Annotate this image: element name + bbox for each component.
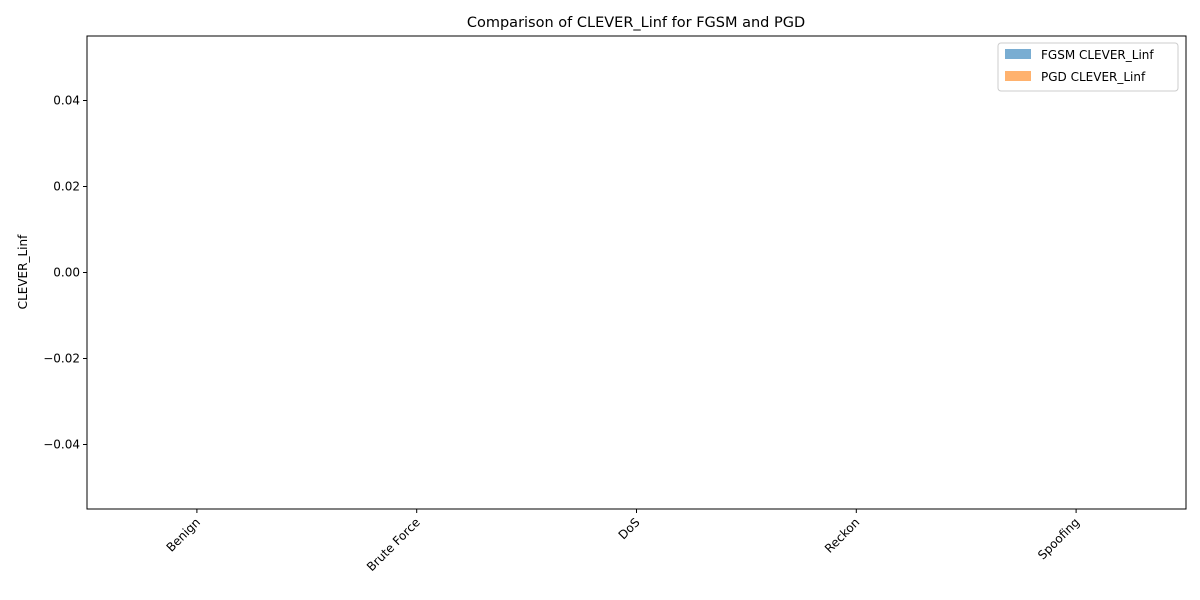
y-tick-label: 0.04	[53, 94, 80, 108]
y-axis-label: CLEVER_Linf	[16, 234, 30, 309]
y-tick-label: 0.02	[53, 180, 80, 194]
y-tick-label: 0.00	[53, 266, 80, 280]
chart-title: Comparison of CLEVER_Linf for FGSM and P…	[467, 15, 805, 31]
y-tick-label: −0.04	[43, 438, 80, 452]
x-tick-label: Reckon	[822, 515, 862, 555]
x-tick-label: Benign	[164, 515, 203, 554]
legend: FGSM CLEVER_Linf PGD CLEVER_Linf	[997, 42, 1179, 92]
legend-swatch-pgd	[1005, 71, 1031, 81]
plot-area	[86, 35, 1187, 510]
legend-box	[997, 42, 1179, 92]
x-tick-label: Spoofing	[1035, 515, 1082, 562]
x-tick-label: Brute Force	[364, 515, 423, 574]
x-axis: Benign Brute Force DoS Reckon Spoofing	[164, 509, 1082, 574]
y-axis: −0.04 −0.02 0.00 0.02 0.04	[43, 94, 87, 452]
x-tick-label: DoS	[616, 515, 643, 542]
legend-swatch-fgsm	[1005, 49, 1031, 59]
y-tick-label: −0.02	[43, 352, 80, 366]
legend-label-fgsm: FGSM CLEVER_Linf	[1041, 48, 1154, 62]
legend-label-pgd: PGD CLEVER_Linf	[1041, 70, 1146, 84]
